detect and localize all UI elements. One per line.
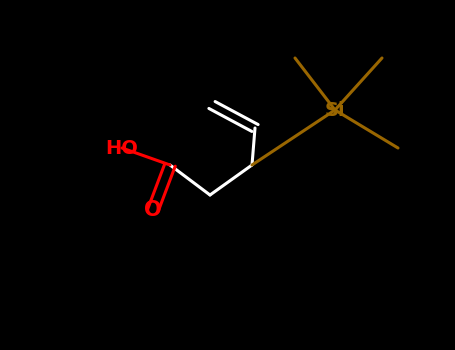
- Text: HO: HO: [106, 139, 138, 158]
- Text: Si: Si: [325, 100, 345, 119]
- Text: O: O: [144, 200, 162, 220]
